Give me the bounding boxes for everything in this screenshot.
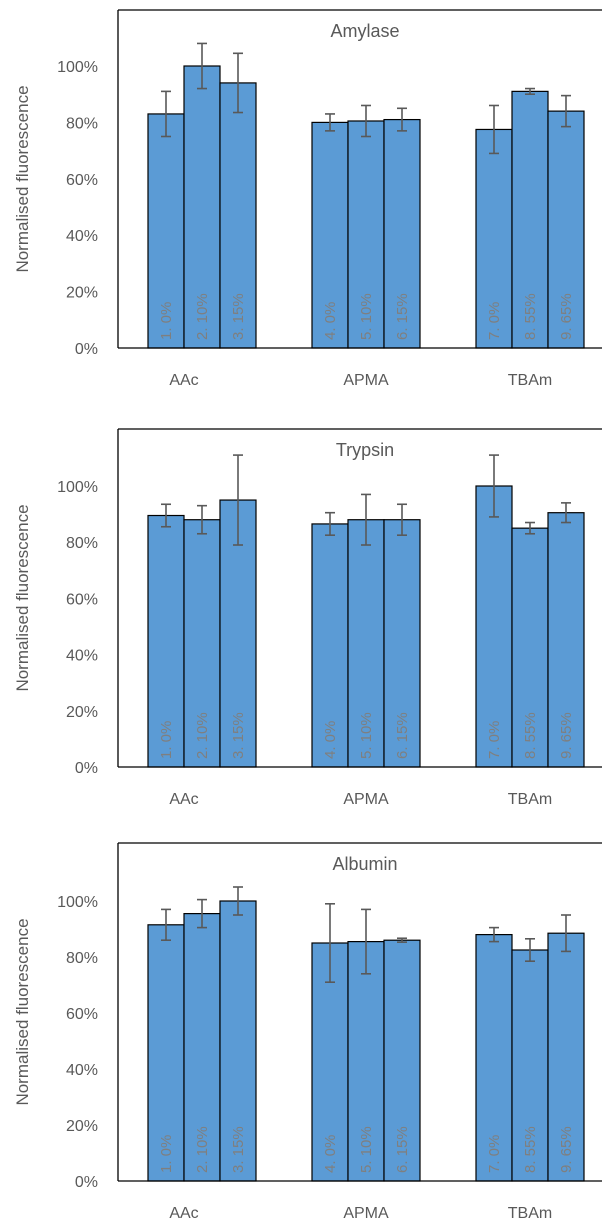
bar-data-label: 3. 15% xyxy=(230,1126,247,1173)
bar-data-label: 5. 10% xyxy=(358,1126,375,1173)
bar-data-label: 8. 55% xyxy=(522,293,539,340)
bar-data-label: 9. 65% xyxy=(558,1126,575,1173)
y-tick-label: 20% xyxy=(66,285,98,302)
x-tick-label: AAc xyxy=(169,791,198,808)
chart-title: Amylase xyxy=(330,21,399,41)
chart-title: Trypsin xyxy=(336,440,394,460)
y-tick-label: 80% xyxy=(66,535,98,552)
bar-data-label: 4. 0% xyxy=(322,1135,339,1173)
y-tick-label: 20% xyxy=(66,704,98,721)
bar xyxy=(183,519,221,768)
bar xyxy=(147,113,185,349)
bar-data-label: 1. 0% xyxy=(158,721,175,759)
bar-data-label: 2. 10% xyxy=(194,293,211,340)
bar-data-label: 8. 55% xyxy=(522,712,539,759)
bar-data-label: 5. 10% xyxy=(358,293,375,340)
y-tick-label: 100% xyxy=(57,59,98,76)
y-axis-label: Normalised fluorescence xyxy=(13,504,32,691)
bar-data-label: 6. 15% xyxy=(394,712,411,759)
y-tick-label: 40% xyxy=(66,648,98,665)
bar-data-label: 7. 0% xyxy=(486,302,503,340)
chart-panel-amylase: 0% 20% 40% 60% 80% 100% Normalised fluorescenc… xyxy=(13,9,602,389)
bar-data-label: 6. 15% xyxy=(394,1126,411,1173)
bar-data-label: 1. 0% xyxy=(158,1135,175,1173)
x-tick-label: APMA xyxy=(343,1205,389,1221)
bar xyxy=(511,527,549,768)
y-tick-label: 0% xyxy=(75,341,98,358)
y-tick-label: 100% xyxy=(57,479,98,496)
y-tick-label: 80% xyxy=(66,950,98,967)
bar xyxy=(219,82,257,349)
bar-data-label: 5. 10% xyxy=(358,712,375,759)
x-tick-label: TBAm xyxy=(508,791,552,808)
y-tick-label: 40% xyxy=(66,1062,98,1079)
bar-data-label: 6. 15% xyxy=(394,293,411,340)
y-tick-label: 40% xyxy=(66,228,98,245)
x-tick-label: TBAm xyxy=(508,372,552,389)
bar xyxy=(383,939,421,1182)
x-tick-label: APMA xyxy=(343,372,389,389)
chart-panel-albumin: 0% 20% 40% 60% 80% 100% Normalised fluorescenc… xyxy=(13,842,602,1221)
y-tick-label: 60% xyxy=(66,591,98,608)
bar-data-label: 7. 0% xyxy=(486,721,503,759)
bar xyxy=(383,118,421,349)
y-tick-label: 20% xyxy=(66,1118,98,1135)
x-tick-label: AAc xyxy=(169,372,198,389)
bar-data-label: 4. 0% xyxy=(322,721,339,759)
bar-data-label: 2. 10% xyxy=(194,712,211,759)
y-tick-label: 0% xyxy=(75,760,98,777)
bar xyxy=(311,121,349,349)
y-tick-label: 0% xyxy=(75,1174,98,1191)
y-axis-label: Normalised fluorescence xyxy=(13,85,32,272)
y-tick-label: 80% xyxy=(66,115,98,132)
y-tick-label: 60% xyxy=(66,1006,98,1023)
y-tick-label: 60% xyxy=(66,172,98,189)
x-tick-label: TBAm xyxy=(508,1205,552,1221)
bar xyxy=(311,523,349,768)
x-tick-label: APMA xyxy=(343,791,389,808)
bar-data-label: 3. 15% xyxy=(230,293,247,340)
bar-data-label: 1. 0% xyxy=(158,302,175,340)
bar-data-label: 2. 10% xyxy=(194,1126,211,1173)
y-axis-label: Normalised fluorescence xyxy=(13,918,32,1105)
chart-panel-trypsin: 0% 20% 40% 60% 80% 100% Normalised fluorescenc… xyxy=(13,428,602,808)
chart-title: Albumin xyxy=(332,854,397,874)
bar-data-label: 4. 0% xyxy=(322,302,339,340)
bar-data-label: 9. 65% xyxy=(558,712,575,759)
bar-data-label: 7. 0% xyxy=(486,1135,503,1173)
bar-data-label: 9. 65% xyxy=(558,293,575,340)
bar-data-label: 3. 15% xyxy=(230,712,247,759)
y-tick-label: 100% xyxy=(57,894,98,911)
x-tick-label: AAc xyxy=(169,1205,198,1221)
bar-data-label: 8. 55% xyxy=(522,1126,539,1173)
